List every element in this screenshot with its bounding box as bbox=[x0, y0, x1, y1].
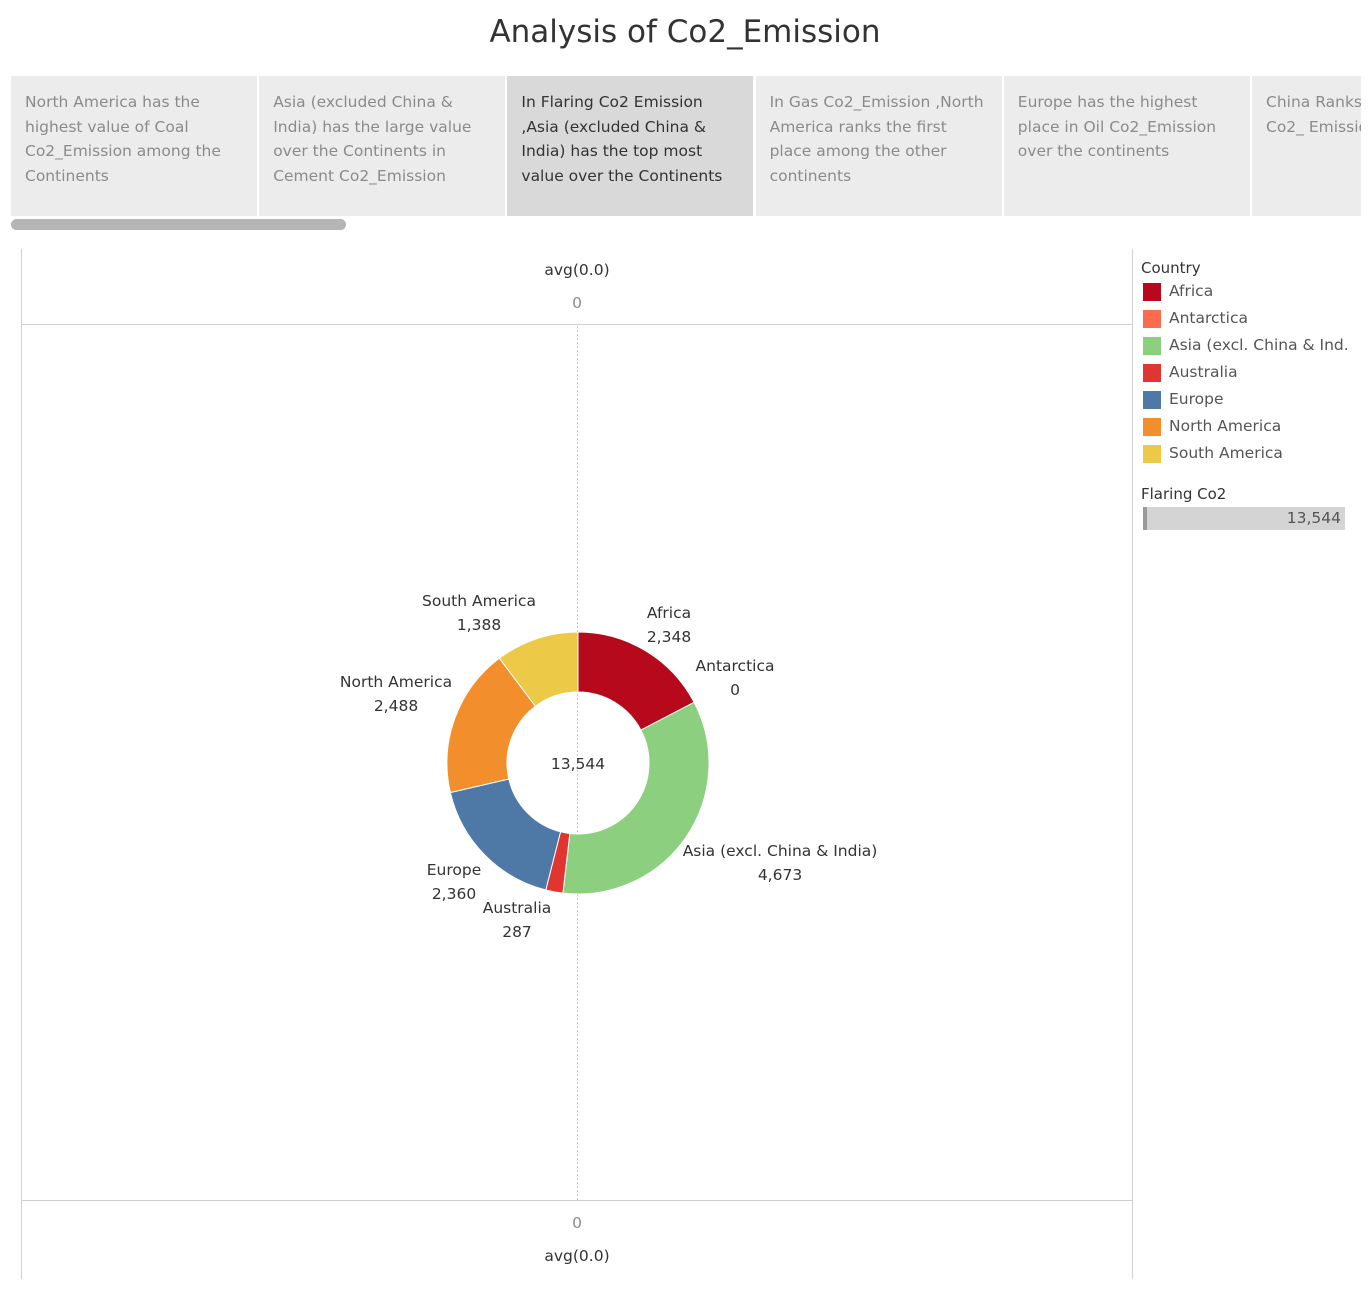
legend-label: Africa bbox=[1169, 282, 1214, 300]
legend-swatch bbox=[1143, 283, 1161, 301]
slice-south-america[interactable] bbox=[498, 631, 579, 707]
slice-asia-excl-china-india-[interactable] bbox=[562, 701, 710, 895]
legend-swatch bbox=[1143, 418, 1161, 436]
legend-label: South America bbox=[1169, 444, 1283, 462]
story-card-3[interactable]: In Flaring Co2 Emission ,Asia (excluded … bbox=[507, 76, 754, 216]
legend-item[interactable]: Africa bbox=[1141, 281, 1351, 308]
slice-value-label: 4,673 bbox=[758, 866, 802, 884]
legend-item[interactable]: Asia (excl. China & Ind.. bbox=[1141, 335, 1351, 362]
story-card-1[interactable]: North America has the highest value of C… bbox=[11, 76, 257, 216]
slider-handle[interactable] bbox=[1143, 507, 1147, 530]
legend-item[interactable]: Antarctica bbox=[1141, 308, 1351, 335]
filter-title: Flaring Co2 bbox=[1141, 485, 1227, 503]
story-card-6[interactable]: China Ranks number one in Co2_ Emission … bbox=[1252, 76, 1361, 216]
slice-label: Australia bbox=[483, 899, 552, 917]
slider-value: 13,544 bbox=[1286, 509, 1341, 527]
pane-left-border bbox=[21, 249, 22, 1279]
slice-value-label: 2,360 bbox=[432, 885, 476, 903]
story-card-text: China Ranks number one in Co2_ Emission … bbox=[1266, 93, 1361, 136]
story-card-text: Asia (excluded China & India) has the la… bbox=[273, 93, 472, 185]
story-card-text: In Flaring Co2 Emission ,Asia (excluded … bbox=[521, 93, 723, 185]
bottom-axis-tick: 0 bbox=[572, 1214, 582, 1232]
pane-right-border bbox=[1132, 249, 1133, 1279]
top-axis-tick: 0 bbox=[572, 294, 582, 312]
slice-value-label: 2,488 bbox=[374, 697, 418, 715]
legend-swatch bbox=[1143, 337, 1161, 355]
slice-value-label: 2,348 bbox=[647, 628, 691, 646]
slice-label: Africa bbox=[647, 604, 691, 622]
legend-swatch bbox=[1143, 310, 1161, 328]
axis-bottom-border bbox=[21, 1200, 1133, 1201]
legend-label: Antarctica bbox=[1169, 309, 1248, 327]
axis-top-border bbox=[21, 324, 1133, 325]
legend-label: Europe bbox=[1169, 390, 1224, 408]
legend-label: Australia bbox=[1169, 363, 1238, 381]
story-card-text: North America has the highest value of C… bbox=[25, 93, 221, 185]
story-card-5[interactable]: Europe has the highest place in Oil Co2_… bbox=[1003, 76, 1250, 216]
legend-swatch bbox=[1143, 445, 1161, 463]
slice-value-label: 1,388 bbox=[457, 616, 501, 634]
slice-label: Europe bbox=[427, 861, 482, 879]
legend-label: North America bbox=[1169, 417, 1282, 435]
slice-value-label: 287 bbox=[502, 923, 532, 941]
slice-value-label: 0 bbox=[730, 681, 740, 699]
legend-swatch bbox=[1143, 364, 1161, 382]
slice-label: Asia (excl. China & India) bbox=[683, 842, 878, 860]
story-card-text: In Gas Co2_Emission ,North America ranks… bbox=[769, 93, 984, 185]
legend-item[interactable]: North America bbox=[1141, 416, 1351, 443]
legend-item[interactable]: South America bbox=[1141, 443, 1351, 470]
legend-swatch bbox=[1143, 391, 1161, 409]
legend-item[interactable]: Australia bbox=[1141, 362, 1351, 389]
legend-label: Asia (excl. China & Ind.. bbox=[1169, 336, 1349, 354]
color-legend: Country Africa Antarctica Asia (excl. Chin… bbox=[1141, 259, 1351, 470]
story-card-2[interactable]: Asia (excluded China & India) has the la… bbox=[259, 76, 506, 216]
dashboard-title: Analysis of Co2_Emission bbox=[489, 14, 881, 50]
slice-label: Antarctica bbox=[696, 657, 775, 675]
bottom-axis-title: avg(0.0) bbox=[544, 1247, 610, 1265]
legend-item[interactable]: Europe bbox=[1141, 389, 1351, 416]
legend-title: Country bbox=[1141, 259, 1201, 277]
top-axis-title: avg(0.0) bbox=[544, 261, 610, 279]
donut-center-total: 13,544 bbox=[551, 755, 605, 773]
story-card-4[interactable]: In Gas Co2_Emission ,North America ranks… bbox=[755, 76, 1002, 216]
slice-label: South America bbox=[422, 592, 536, 610]
story-scrollbar[interactable] bbox=[11, 219, 346, 230]
story-points: North America has the highest value of C… bbox=[11, 76, 1361, 216]
flaring-co2-slider[interactable]: 13,544 bbox=[1143, 507, 1345, 530]
slice-label: North America bbox=[340, 673, 452, 691]
story-card-text: Europe has the highest place in Oil Co2_… bbox=[1017, 93, 1217, 160]
